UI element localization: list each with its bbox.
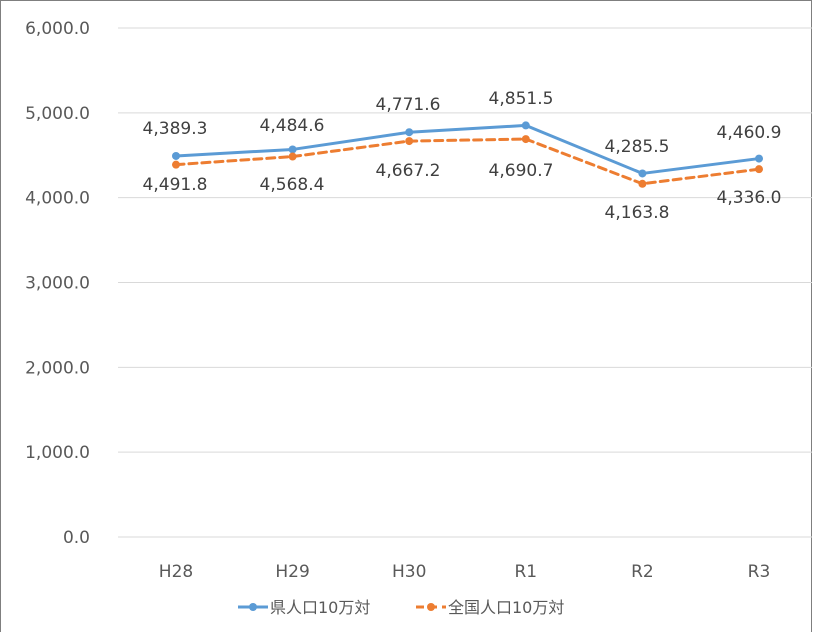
x-tick-label: R1 [514, 562, 537, 582]
data-label: 4,336.0 [717, 188, 782, 208]
data-label: 4,285.5 [605, 137, 670, 157]
data-point [755, 165, 763, 174]
data-label: 4,460.9 [717, 123, 782, 143]
data-label: 4,389.3 [143, 119, 208, 139]
y-axis: 0.0 1,000.0 2,000.0 3,000.0 4,000.0 5,000.0 6,… [25, 19, 90, 548]
data-point [638, 179, 647, 188]
data-point [172, 160, 180, 169]
y-tick-label: 2,000.0 [25, 358, 90, 378]
x-tick-label: R3 [748, 562, 771, 582]
x-axis: H28 H29 H30 R1 R2 R3 [159, 562, 771, 582]
data-label: 4,690.7 [489, 161, 554, 181]
data-label: 4,667.2 [376, 161, 441, 181]
data-label: 4,163.8 [605, 203, 670, 223]
legend-marker [427, 603, 435, 611]
data-label: 4,491.8 [143, 175, 208, 195]
data-label: 4,484.6 [260, 116, 325, 136]
y-tick-label: 5,000.0 [25, 104, 90, 124]
legend-entry: 県人口10万対 [270, 598, 370, 617]
data-label: 4,851.5 [489, 89, 554, 109]
data-point [521, 135, 530, 144]
data-point [288, 152, 297, 161]
x-tick-label: H28 [159, 562, 193, 582]
data-labels: 4,491.8 4,568.4 4,771.6 4,851.5 4,285.5 4,460… [143, 89, 782, 223]
data-label: 4,568.4 [260, 175, 325, 195]
x-tick-label: H30 [392, 562, 426, 582]
series-line [174, 137, 761, 186]
legend: 県人口10万対 全国人口10万対 [238, 598, 564, 617]
data-point [288, 145, 297, 154]
series-line [174, 123, 761, 175]
data-label: 4,771.6 [376, 95, 441, 115]
gridlines [118, 27, 812, 538]
data-point [172, 151, 180, 160]
x-tick-label: R2 [631, 562, 654, 582]
legend-marker [249, 603, 257, 611]
data-point [755, 154, 763, 163]
y-tick-label: 0.0 [63, 528, 90, 548]
y-tick-label: 6,000.0 [25, 19, 90, 39]
data-point [405, 137, 414, 146]
x-tick-label: H29 [275, 562, 309, 582]
y-tick-label: 1,000.0 [25, 443, 90, 463]
y-tick-label: 4,000.0 [25, 189, 90, 209]
data-point [405, 128, 414, 137]
data-point [521, 121, 530, 130]
data-point [638, 169, 647, 178]
series-lines [172, 121, 763, 188]
y-tick-label: 3,000.0 [25, 274, 90, 294]
legend-entry: 全国人口10万対 [448, 598, 564, 617]
